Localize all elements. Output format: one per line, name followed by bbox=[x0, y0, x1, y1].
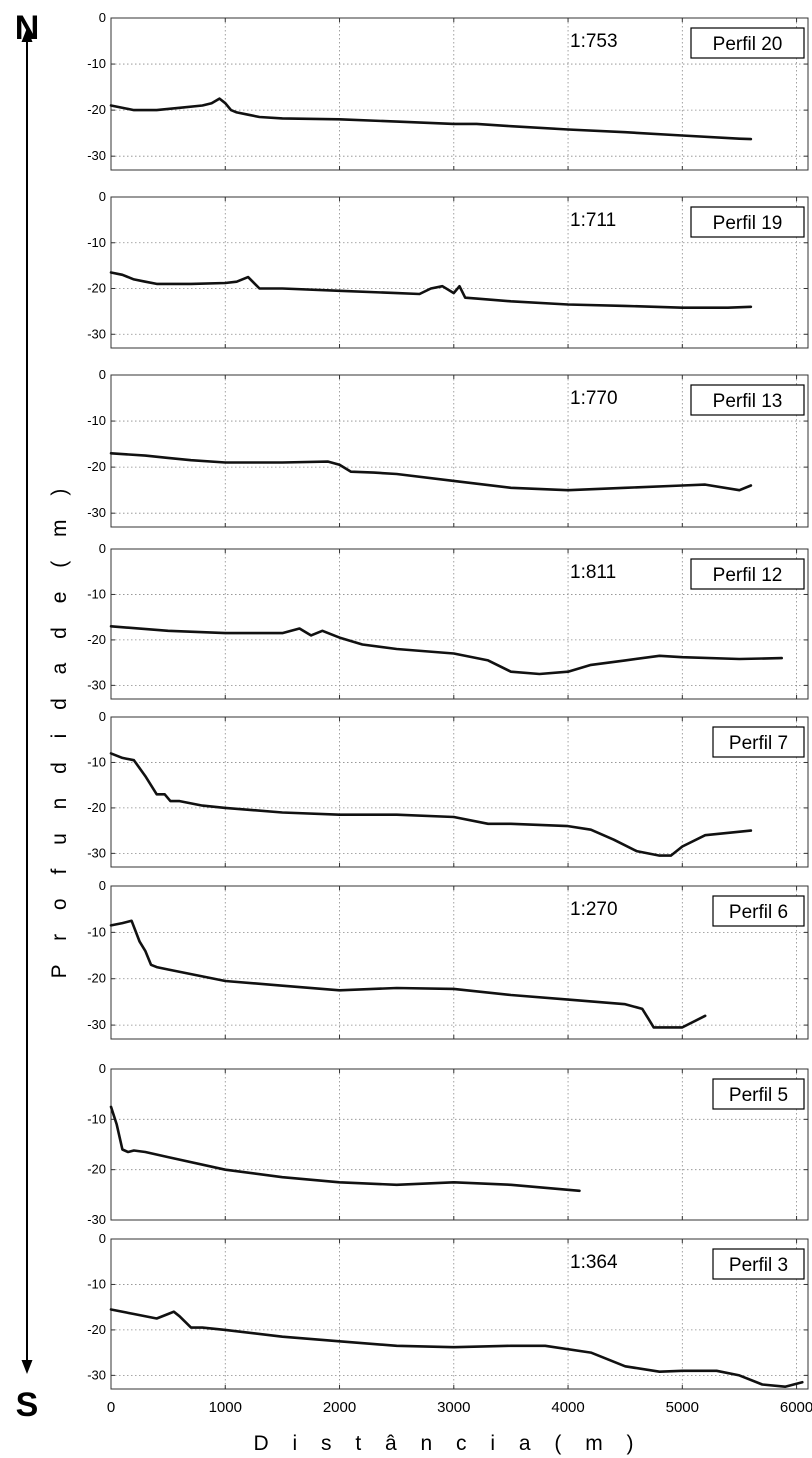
y-tick-label: -20 bbox=[87, 1322, 106, 1337]
profile-panel-7: 0 -10 -20 -30 Perfil 5 bbox=[87, 1061, 809, 1227]
y-tick-label: 0 bbox=[99, 1061, 106, 1076]
x-tick-label: 2000 bbox=[323, 1399, 356, 1416]
plot-frame bbox=[110, 1238, 809, 1390]
scale-annotation: 1:364 bbox=[570, 1252, 618, 1273]
y-tick-label: -20 bbox=[87, 800, 106, 815]
profile-line bbox=[109, 1105, 581, 1193]
y-tick-label: -30 bbox=[87, 148, 106, 163]
profile-line bbox=[109, 624, 784, 676]
y-tick-label: -10 bbox=[87, 56, 106, 71]
y-tick-label: 0 bbox=[99, 709, 106, 724]
x-tick-label: 0 bbox=[107, 1399, 115, 1416]
north-arrow-head bbox=[21, 28, 33, 42]
y-tick-label: -30 bbox=[87, 677, 106, 692]
x-axis-label: D i s t â n c i a ( m ) bbox=[253, 1432, 642, 1455]
profile-label: Perfil 7 bbox=[729, 733, 788, 754]
y-tick-label: -30 bbox=[87, 505, 106, 520]
y-tick-label: -10 bbox=[87, 235, 106, 250]
profile-label-box bbox=[712, 1248, 805, 1280]
y-tick-label: -20 bbox=[87, 281, 106, 296]
profile-label-box bbox=[690, 384, 805, 416]
profile-label-box bbox=[712, 726, 805, 758]
scale-annotation: 1:711 bbox=[570, 210, 616, 231]
scale-annotation: 1:811 bbox=[570, 562, 616, 583]
y-tick-label: -30 bbox=[87, 845, 106, 860]
profile-label-box bbox=[690, 27, 805, 59]
y-tick-label: -20 bbox=[87, 971, 106, 986]
y-tick-label: -10 bbox=[87, 1276, 106, 1291]
y-tick-label: -10 bbox=[87, 1111, 106, 1126]
y-tick-label: 0 bbox=[99, 878, 106, 893]
south-label: S bbox=[16, 1386, 39, 1424]
profile-line bbox=[109, 97, 753, 141]
y-tick-label: -30 bbox=[87, 1017, 106, 1032]
profile-label: Perfil 5 bbox=[729, 1085, 788, 1106]
profile-line bbox=[109, 752, 753, 857]
profile-line bbox=[109, 1308, 804, 1388]
profile-panel-4: 0 -10 -20 -30 1:811 Perfil 12 bbox=[87, 541, 809, 700]
scale-annotation: 1:270 bbox=[570, 899, 618, 920]
profile-label-box bbox=[690, 206, 805, 238]
plot-frame bbox=[110, 548, 809, 700]
y-tick-label: -30 bbox=[87, 1212, 106, 1227]
profile-panel-1: 0 -10 -20 -30 1:753 Perfil 20 bbox=[87, 10, 809, 171]
y-axis-label: P r o f u n d i d a d e ( m ) bbox=[48, 480, 71, 979]
x-tick-label: 3000 bbox=[437, 1399, 470, 1416]
y-tick-label: -20 bbox=[87, 459, 106, 474]
plot-frame bbox=[110, 1068, 809, 1221]
profile-panel-3: 0 -10 -20 -30 1:770 Perfil 13 bbox=[87, 367, 809, 528]
y-tick-label: -10 bbox=[87, 924, 106, 939]
profile-label-box bbox=[690, 558, 805, 590]
profile-label: Perfil 3 bbox=[729, 1255, 788, 1276]
profile-panel-5: 0 -10 -20 -30 Perfil 7 bbox=[87, 709, 809, 868]
north-label: N bbox=[15, 9, 40, 47]
y-tick-label: -20 bbox=[87, 102, 106, 117]
plot-frame bbox=[110, 716, 809, 868]
y-tick-label: -20 bbox=[87, 632, 106, 647]
y-tick-label: -30 bbox=[87, 1367, 106, 1382]
x-tick-label: 1000 bbox=[209, 1399, 242, 1416]
profile-panel-8: 0 -10 -20 -30 1:364 Perfil 3 bbox=[87, 1231, 809, 1390]
plot-frame bbox=[110, 374, 809, 528]
profile-label: Perfil 12 bbox=[713, 565, 783, 586]
profile-line bbox=[109, 451, 753, 492]
y-tick-label: 0 bbox=[99, 189, 106, 204]
profile-label-box bbox=[712, 895, 805, 927]
y-tick-label: -30 bbox=[87, 326, 106, 341]
south-arrow-head bbox=[21, 1360, 33, 1374]
y-tick-label: -10 bbox=[87, 413, 106, 428]
profile-label: Perfil 13 bbox=[713, 391, 783, 412]
profile-label: Perfil 6 bbox=[729, 902, 788, 923]
profile-label: Perfil 20 bbox=[713, 34, 783, 55]
y-tick-label: 0 bbox=[99, 541, 106, 556]
y-tick-label: -20 bbox=[87, 1162, 106, 1177]
y-tick-label: 0 bbox=[99, 367, 106, 382]
x-axis-tick-labels: 0 1000 2000 3000 4000 5000 6000 bbox=[107, 1399, 812, 1416]
y-tick-label: 0 bbox=[99, 10, 106, 25]
x-tick-label: 4000 bbox=[551, 1399, 584, 1416]
x-tick-label: 6000 bbox=[780, 1399, 812, 1416]
profile-line bbox=[109, 271, 753, 310]
x-tick-label: 5000 bbox=[666, 1399, 699, 1416]
profile-panel-2: 0 -10 -20 -30 1:711 Perfil 19 bbox=[87, 189, 809, 349]
plot-frame bbox=[110, 885, 809, 1040]
y-tick-label: 0 bbox=[99, 1231, 106, 1246]
scale-annotation: 1:753 bbox=[570, 31, 618, 52]
profile-panels: 0 -10 -20 -30 1:753 Perfil 20 0 -10 -20 -30 1:711 P… bbox=[87, 10, 809, 1390]
profile-panel-6: 0 -10 -20 -30 1:270 Perfil 6 bbox=[87, 878, 809, 1040]
plot-frame bbox=[110, 17, 809, 171]
profile-line bbox=[109, 919, 707, 1029]
y-tick-label: -10 bbox=[87, 754, 106, 769]
profile-label: Perfil 19 bbox=[713, 213, 783, 234]
scale-annotation: 1:770 bbox=[570, 388, 618, 409]
y-tick-label: -10 bbox=[87, 586, 106, 601]
profile-label-box bbox=[712, 1078, 805, 1110]
